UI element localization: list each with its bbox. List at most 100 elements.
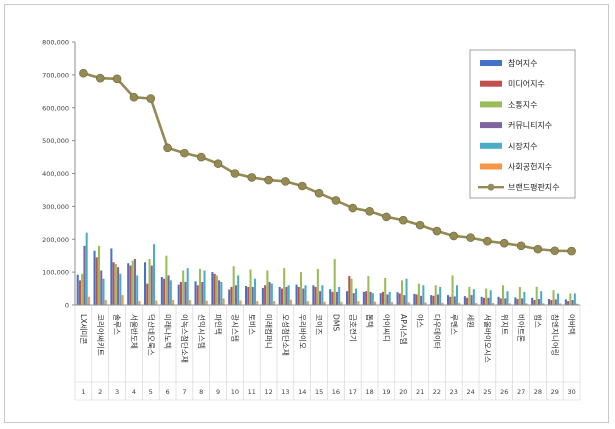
bar <box>172 300 175 305</box>
bar <box>76 274 79 305</box>
x-rank-label: 3 <box>115 388 119 396</box>
bar <box>556 293 560 305</box>
bar <box>319 291 322 305</box>
x-category-label: 미래나노텍 <box>163 314 173 349</box>
bar <box>127 263 130 305</box>
bar <box>87 296 90 305</box>
x-rank-label: 19 <box>382 388 390 396</box>
x-category-label: 아이씨디 <box>382 314 392 342</box>
bar <box>78 280 81 305</box>
bar <box>381 291 384 305</box>
bar <box>213 273 216 305</box>
legend-label: 참여지수 <box>508 58 537 68</box>
bar <box>270 283 273 305</box>
x-category-label: 힘스 <box>533 314 543 328</box>
bar <box>144 262 147 305</box>
bar <box>251 286 254 305</box>
bar <box>169 280 172 305</box>
x-rank-label: 8 <box>199 388 203 396</box>
y-tick-label: 300,000 <box>42 203 69 211</box>
bar <box>559 303 562 305</box>
legend-swatch <box>480 163 502 170</box>
x-rank-label: 2 <box>98 388 102 396</box>
bar <box>186 268 189 305</box>
x-category-label: 참엔지니어링 <box>550 314 560 356</box>
x-rank-label: 9 <box>216 388 220 396</box>
bar <box>220 281 223 305</box>
x-category-label: 미래컴퍼니 <box>264 314 273 349</box>
x-rank-label: 12 <box>264 388 272 396</box>
bar <box>323 301 326 305</box>
x-rank-label: 20 <box>399 388 407 396</box>
chart-frame: 0 100,000 200,000 300,000 400,000 500,000 600,… <box>4 4 609 423</box>
bar <box>367 276 370 305</box>
x-category-label: 루멘스 <box>449 314 458 335</box>
bar <box>466 297 469 305</box>
bar <box>306 301 309 305</box>
bar <box>104 300 107 305</box>
bar <box>314 286 317 305</box>
bar <box>215 275 218 305</box>
bar <box>497 296 500 305</box>
x-rank-label: 5 <box>149 388 153 396</box>
bar <box>199 268 202 305</box>
line-point <box>382 212 391 222</box>
bar <box>491 303 494 305</box>
bar <box>340 301 343 305</box>
bar <box>138 301 141 305</box>
x-category-label: LX세미콘 <box>79 314 88 344</box>
bar <box>485 288 488 305</box>
bar <box>422 285 425 305</box>
bar <box>531 297 534 305</box>
bar <box>573 293 576 305</box>
bar <box>136 275 139 305</box>
bar <box>504 298 507 305</box>
y-tick-label: 100,000 <box>42 269 69 277</box>
bar <box>83 245 86 305</box>
bar <box>506 291 509 305</box>
bar <box>331 291 334 305</box>
bar <box>371 293 374 305</box>
x-rank-label: 7 <box>182 388 186 396</box>
bar <box>280 288 283 305</box>
bar <box>458 302 461 305</box>
bar <box>295 284 298 305</box>
bar <box>365 291 368 305</box>
bar <box>261 287 264 305</box>
bar <box>482 297 485 305</box>
bar <box>232 266 235 305</box>
bar <box>201 281 204 305</box>
x-rank-label: 24 <box>466 388 474 396</box>
x-category-label: 금호전기 <box>348 314 358 342</box>
bar <box>253 278 257 305</box>
bar <box>133 258 136 305</box>
bar <box>119 273 122 305</box>
line-series <box>79 68 576 256</box>
x-rank-label: 22 <box>433 388 441 396</box>
bar <box>184 281 187 305</box>
bar <box>470 295 473 305</box>
line-point <box>550 246 560 256</box>
bar <box>98 245 101 305</box>
bar <box>390 302 393 305</box>
x-category-label: 광시스템 <box>230 314 240 342</box>
bar <box>449 296 452 305</box>
bar <box>455 285 459 305</box>
bar <box>508 303 511 305</box>
bar <box>403 295 406 305</box>
bar <box>100 270 103 305</box>
line-point <box>112 74 122 84</box>
bar <box>523 291 526 305</box>
x-category-label: 토비스 <box>247 314 256 335</box>
legend-marker <box>487 183 495 191</box>
bar <box>441 302 444 305</box>
line-point <box>163 143 172 153</box>
bar <box>475 303 478 305</box>
bar <box>362 291 365 305</box>
x-rank-label: 29 <box>551 388 559 396</box>
line-point <box>196 152 206 162</box>
x-rank-label: 17 <box>349 388 357 396</box>
bar <box>398 293 401 305</box>
bar <box>420 295 423 305</box>
bar <box>489 290 492 305</box>
